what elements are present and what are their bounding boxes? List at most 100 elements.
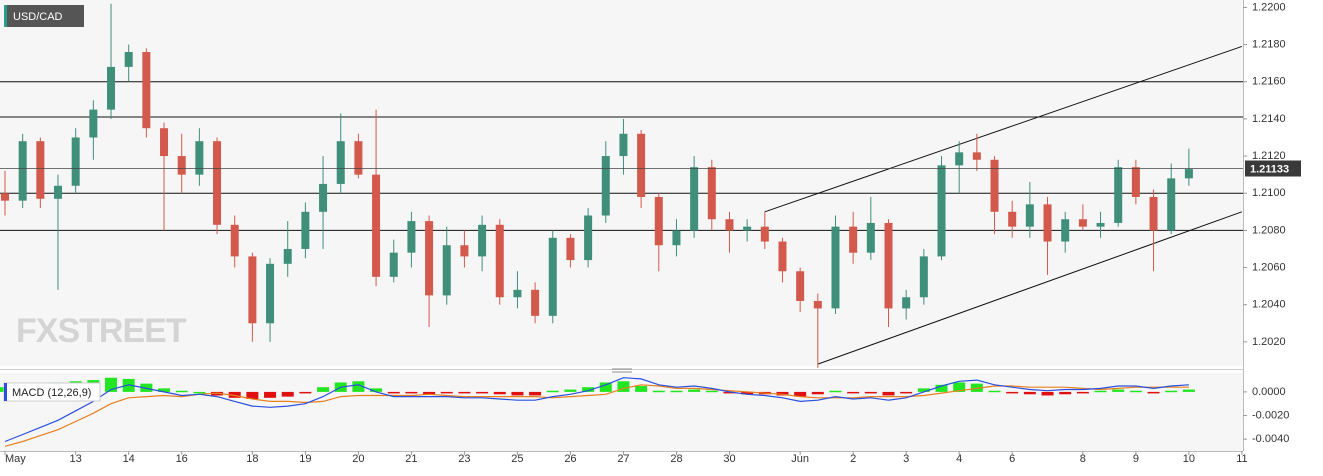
macd-histogram-bar: [476, 391, 489, 394]
candle-body: [1061, 219, 1070, 242]
candle-body: [495, 224, 504, 298]
candle-body: [54, 185, 63, 199]
candle-body: [849, 226, 858, 253]
candle-body: [336, 141, 345, 184]
title-accent: [4, 5, 7, 27]
macd-histogram-bar: [175, 390, 188, 393]
candle-body: [584, 215, 593, 261]
x-tick-label: 9: [1133, 453, 1139, 465]
y-tick-label: 1.2200: [1252, 1, 1286, 13]
x-tick-label: 18: [246, 453, 258, 465]
candle-body: [760, 226, 769, 242]
candle-body: [955, 152, 964, 166]
macd-histogram-bar: [246, 391, 259, 399]
macd-histogram-bar: [1094, 390, 1107, 393]
macd-histogram-bar: [529, 391, 542, 396]
candle-body: [919, 256, 928, 298]
price-panel: [0, 0, 1243, 366]
macd-histogram-bar: [970, 383, 983, 392]
macd-histogram-bar: [158, 388, 171, 392]
macd-histogram-bar: [1165, 390, 1178, 393]
candle-body: [389, 252, 398, 277]
candle-body: [972, 152, 981, 160]
candle-body: [425, 221, 434, 296]
macd-histogram-bar: [776, 391, 789, 396]
y-tick-label: 1.2040: [1252, 299, 1286, 311]
x-tick-label: 19: [299, 453, 311, 465]
candle-body: [902, 297, 911, 309]
macd-histogram-bar: [228, 391, 241, 398]
candle-body: [566, 237, 575, 261]
candle-body: [89, 109, 98, 138]
macd-histogram-bar: [1023, 391, 1036, 395]
candle-body: [442, 245, 451, 296]
y-tick-label: 1.2060: [1252, 261, 1286, 273]
macd-histogram-bar: [652, 390, 665, 393]
candle-body: [195, 141, 204, 175]
macd-histogram-bar: [882, 391, 895, 396]
macd-histogram-bar: [917, 388, 930, 392]
macd-histogram-bar: [1006, 391, 1019, 394]
macd-histogram-bar: [705, 390, 718, 393]
candle-body: [1114, 167, 1123, 223]
macd-histogram-bar: [670, 390, 683, 393]
title-box: [4, 5, 84, 27]
macd-title-accent: [4, 383, 7, 401]
candle-body: [478, 224, 487, 257]
candle-body: [160, 128, 169, 157]
candle-body: [513, 289, 522, 298]
candle-body: [230, 224, 239, 257]
macd-histogram-bar: [564, 389, 577, 392]
macd-histogram-bar: [953, 382, 966, 392]
candle-body: [690, 167, 699, 231]
x-tick-label: 6: [1009, 453, 1015, 465]
candle-body: [813, 300, 822, 309]
candle-body: [36, 141, 45, 199]
macd-histogram-bar: [264, 391, 277, 398]
macd-histogram-bar: [688, 389, 701, 392]
y-tick-label: 1.2160: [1252, 76, 1286, 88]
candle-body: [531, 289, 540, 316]
candle-body: [283, 248, 292, 264]
candle-body: [619, 133, 628, 157]
macd-histogram-bar: [1041, 391, 1054, 396]
candle-body: [1008, 211, 1017, 227]
x-tick-label: 8: [1080, 453, 1086, 465]
x-tick-label: May: [5, 453, 26, 465]
candle-body: [301, 211, 310, 249]
macd-histogram-bar: [988, 390, 1001, 393]
candle-body: [884, 222, 893, 309]
macd-histogram-bar: [935, 384, 948, 392]
candle-body: [213, 141, 222, 225]
macd-histogram-bar: [900, 391, 913, 394]
macd-histogram-bar: [847, 391, 860, 394]
candle-body: [796, 271, 805, 301]
candle-body: [866, 222, 875, 253]
x-tick-label: 23: [458, 453, 470, 465]
macd-histogram-bar: [440, 391, 453, 394]
x-tick-label: 25: [511, 453, 523, 465]
x-tick-label: 20: [352, 453, 364, 465]
macd-histogram-bar: [511, 391, 524, 396]
watermark: FXSTREET: [16, 312, 187, 350]
macd-histogram-bar: [1076, 391, 1089, 394]
candle-body: [407, 221, 416, 253]
candle-body: [248, 256, 257, 324]
macd-histogram-bar: [1112, 389, 1125, 392]
x-tick-label: 30: [723, 453, 735, 465]
x-tick-label: 3: [903, 453, 909, 465]
candle-body: [1, 193, 9, 201]
macd-histogram-bar: [635, 386, 648, 392]
candle-body: [1096, 222, 1105, 227]
candle-body: [831, 226, 840, 309]
y-tick-label: 0.0000: [1252, 386, 1286, 398]
y-tick-label: 1.2020: [1252, 336, 1286, 348]
candle-body: [266, 263, 275, 324]
macd-histogram-bar: [317, 387, 330, 392]
x-tick-label: 10: [1183, 453, 1195, 465]
macd-histogram-bar: [405, 391, 418, 394]
macd-histogram-bar: [281, 391, 294, 397]
macd-histogram-bar: [1129, 390, 1142, 393]
x-tick-label: 21: [405, 453, 417, 465]
x-tick-label: 26: [564, 453, 576, 465]
